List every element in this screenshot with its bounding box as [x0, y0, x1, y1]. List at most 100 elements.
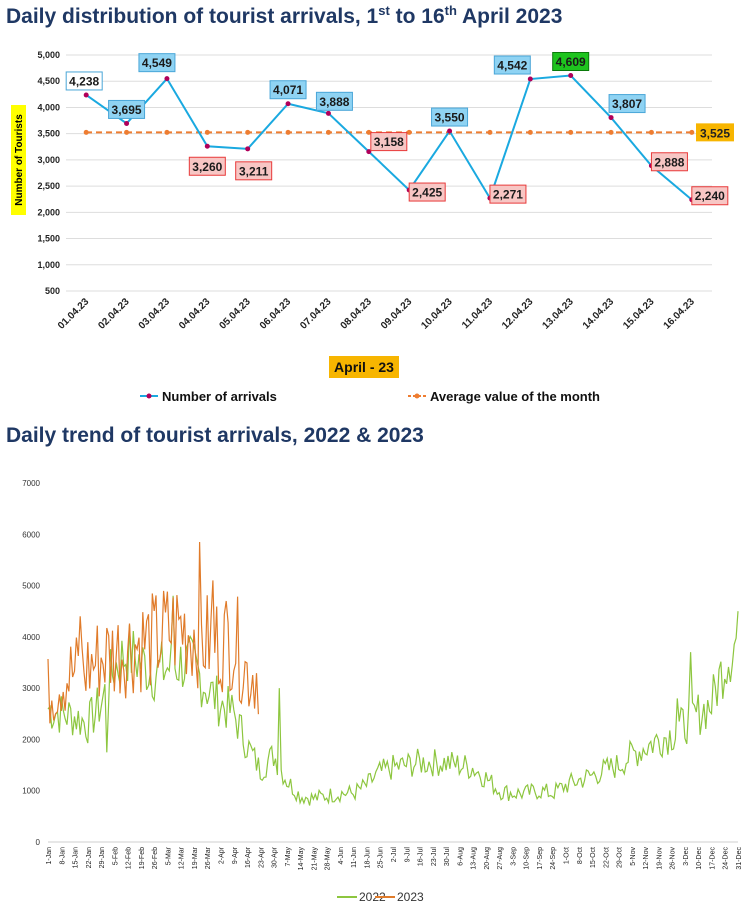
arrivals-point	[285, 101, 291, 107]
data-label-bg	[315, 91, 353, 111]
x-tick-label: 26-Mar	[205, 846, 212, 869]
series-2023-line	[47, 541, 259, 724]
x-tick-label: 4-Jun	[338, 847, 345, 865]
x-tick-label: 19-Nov	[656, 847, 663, 870]
data-label-bg	[188, 156, 226, 176]
data-label-bg	[691, 186, 729, 206]
arrivals-point	[124, 120, 130, 126]
data-label-bg	[493, 55, 531, 75]
arrivals-point	[527, 76, 533, 82]
y-tick-label: 4,500	[37, 76, 60, 86]
x-tick-label: 29-Jan	[99, 847, 106, 869]
data-label: 3,550	[435, 111, 465, 125]
x-tick-label: 10-Dec	[696, 847, 703, 870]
x-tick-label: 30-Apr	[272, 846, 279, 868]
x-tick-label: 3-Dec	[683, 847, 690, 866]
arrivals-point	[245, 146, 251, 152]
y-tick-label: 6000	[22, 530, 40, 539]
data-label-bg	[108, 99, 146, 119]
x-tick-label: 19-Mar	[192, 846, 199, 869]
x-tick-label: 1-Jan	[46, 847, 53, 865]
y-axis-label: Number of Tourists	[11, 105, 26, 215]
average-point	[124, 129, 130, 135]
data-label-bg	[235, 161, 273, 181]
data-label: 2,271	[493, 188, 523, 202]
legend-average-marker	[414, 393, 420, 399]
x-tick-label: 22-Oct	[603, 847, 610, 868]
x-tick-label: 16-Jul	[418, 847, 425, 867]
data-label: 3,260	[192, 160, 222, 174]
y-tick-label: 5000	[22, 582, 40, 591]
average-point	[204, 129, 210, 135]
data-label-bg	[138, 53, 176, 73]
x-tick-label: 9-Apr	[232, 846, 239, 864]
data-label-bg	[408, 182, 446, 202]
legend-average-label: Average value of the month	[430, 389, 600, 404]
average-point	[245, 129, 251, 135]
x-tick-label: 17-Sep	[537, 847, 544, 870]
data-label: 4,542	[497, 59, 527, 73]
data-label: 4,609	[556, 55, 586, 69]
arrivals-point	[447, 128, 453, 134]
average-point	[366, 129, 372, 135]
data-label-bg	[269, 80, 307, 100]
y-tick-label: 1,000	[37, 260, 60, 270]
average-label: 3,525	[700, 126, 730, 140]
y-axis-label-bg	[11, 105, 26, 215]
data-label-bg	[608, 94, 646, 114]
y-tick-label: 2,000	[37, 207, 60, 217]
x-tick-label: 7-May	[285, 847, 292, 867]
legend-2022-label: 2022	[359, 890, 386, 904]
arrivals-point	[83, 92, 89, 98]
x-tick-label: 12-Feb	[126, 847, 133, 869]
data-label-bg	[489, 184, 527, 204]
data-label-bg	[370, 132, 408, 152]
x-tick-label: 2-Apr	[219, 846, 226, 864]
daily-april-chart: 500 1,000 1,500 2,000 2,500 3,000 3,500 4,000 4,…	[11, 50, 734, 404]
x-tick-label: 15-Oct	[590, 847, 597, 868]
y-tick-label: 2000	[22, 735, 40, 744]
chart1-title: Daily distribution of tourist arrivals, …	[6, 3, 563, 28]
y-tick-label: 4000	[22, 633, 40, 642]
x-tick-label: 9-Jul	[404, 847, 411, 863]
data-label: 2,240	[695, 189, 725, 203]
y-tick-label: 1,500	[37, 234, 60, 244]
x-tick-label: 13-Aug	[471, 847, 478, 870]
x-tick-label: 24-Dec	[723, 847, 730, 870]
arrivals-point	[164, 76, 170, 82]
y-tick-label: 0	[36, 838, 41, 847]
x-tick-label: 20-Aug	[484, 847, 491, 870]
data-label: 2,888	[654, 155, 684, 169]
x-tick-label: 12-Mar	[179, 846, 186, 869]
x-tick-label: 5-Nov	[630, 847, 637, 866]
x-axis-label: April - 23	[334, 359, 394, 375]
x-tick-label: 15-Jan	[73, 847, 80, 869]
average-point	[325, 129, 331, 135]
x-tick-label: 11-Jun	[351, 847, 358, 868]
average-point	[527, 129, 533, 135]
average-label-bg	[696, 123, 734, 142]
data-label-bg	[650, 152, 688, 172]
x-tick-label: 12-Nov	[643, 847, 650, 870]
arrivals-point	[608, 115, 614, 121]
x-tick-label: 21-May	[311, 847, 318, 871]
x-axis-label-bg	[329, 356, 399, 378]
average-point	[689, 129, 695, 135]
data-label: 3,888	[319, 95, 349, 109]
data-label: 3,695	[112, 103, 142, 117]
x-tick-label: 2-Jul	[391, 847, 398, 863]
average-point	[164, 129, 170, 135]
x-tick-label: 6-Aug	[457, 847, 464, 866]
x-tick-label: 23-Jul	[431, 847, 438, 867]
x-tick-label: 24-Sep	[550, 847, 557, 870]
x-tick-label: 19-Feb	[139, 847, 146, 869]
y-axis-label-text: Number of Tourists	[14, 114, 25, 206]
chart2-title: Daily trend of tourist arrivals, 2022 & …	[6, 424, 424, 447]
x-tick-label: 18-Jun	[364, 847, 371, 869]
x-tick-label: 5-Mar	[165, 846, 172, 865]
data-label-bg	[431, 107, 469, 127]
legend-arrivals-label: Number of arrivals	[162, 389, 277, 404]
x-tick-label: 14-May	[298, 847, 305, 871]
x-tick-label: 1-Oct	[564, 847, 571, 864]
